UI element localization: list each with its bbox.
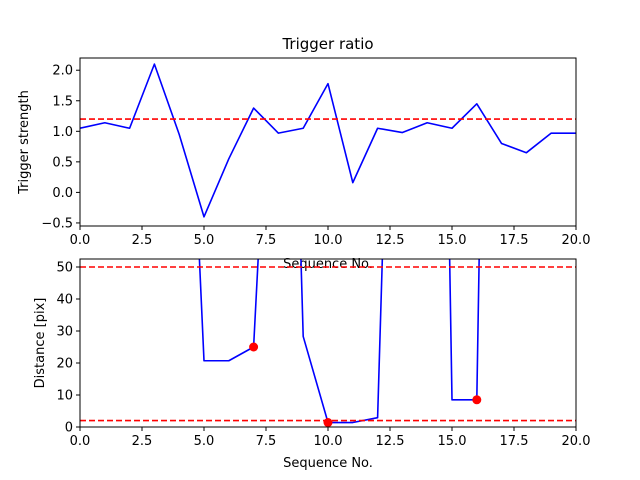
series-line <box>300 259 384 424</box>
x-tick-label: 5.0 <box>194 434 215 449</box>
x-tick-label: 7.5 <box>256 434 277 449</box>
x-tick-label: 20.0 <box>562 434 591 449</box>
plot-area <box>80 259 576 427</box>
y-tick-label: 20 <box>56 357 73 372</box>
x-tick-label: 15.0 <box>438 434 467 449</box>
y-tick-label: 0.5 <box>52 155 73 170</box>
series-line <box>80 63 576 218</box>
series-line <box>448 259 480 401</box>
data-point-marker <box>472 395 482 405</box>
y-tick-label: 30 <box>56 325 73 340</box>
plot-area <box>80 63 576 218</box>
x-tick-label: 12.5 <box>376 434 405 449</box>
x-tick-label: 17.5 <box>500 233 529 248</box>
y-tick-label: 2.0 <box>52 64 73 79</box>
x-tick-label: 7.5 <box>256 233 277 248</box>
chart-title: Trigger ratio <box>281 35 373 53</box>
y-tick-label: 50 <box>56 261 73 276</box>
x-tick-label: 17.5 <box>500 434 529 449</box>
y-tick-label: 0.0 <box>52 186 73 201</box>
data-point-marker <box>249 342 259 352</box>
y-tick-label: 1.0 <box>52 125 73 140</box>
trigger-ratio-chart: Trigger ratio Trigger strength Sequence … <box>17 35 590 272</box>
x-tick-label: 2.5 <box>132 434 153 449</box>
y-tick-label: −0.5 <box>41 216 73 231</box>
y-axis-label: Trigger strength <box>17 90 32 195</box>
y-tick-label: 0 <box>65 421 73 436</box>
x-tick-label: 10.0 <box>314 233 343 248</box>
x-tick-label: 0.0 <box>70 434 91 449</box>
x-axis-label: Sequence No. <box>283 456 373 471</box>
x-tick-label: 2.5 <box>132 233 153 248</box>
x-tick-label: 5.0 <box>194 233 215 248</box>
y-tick-label: 1.5 <box>52 94 73 109</box>
axes-frame <box>79 258 577 428</box>
x-tick-label: 0.0 <box>70 233 91 248</box>
data-point-marker <box>323 418 333 427</box>
x-tick-label: 10.0 <box>314 434 343 449</box>
distance-chart: Distance [pix] Sequence No. 0.0 2.5 5.0 7.5… <box>33 258 591 471</box>
y-axis-label: Distance [pix] <box>33 298 48 389</box>
y-tick-label: 10 <box>56 389 73 404</box>
x-tick-label: 20.0 <box>562 233 591 248</box>
x-tick-label: 15.0 <box>438 233 467 248</box>
x-tick-label: 12.5 <box>376 233 405 248</box>
series-line <box>198 259 259 362</box>
x-axis-label: Sequence No. <box>283 257 373 272</box>
y-tick-label: 40 <box>56 293 73 308</box>
